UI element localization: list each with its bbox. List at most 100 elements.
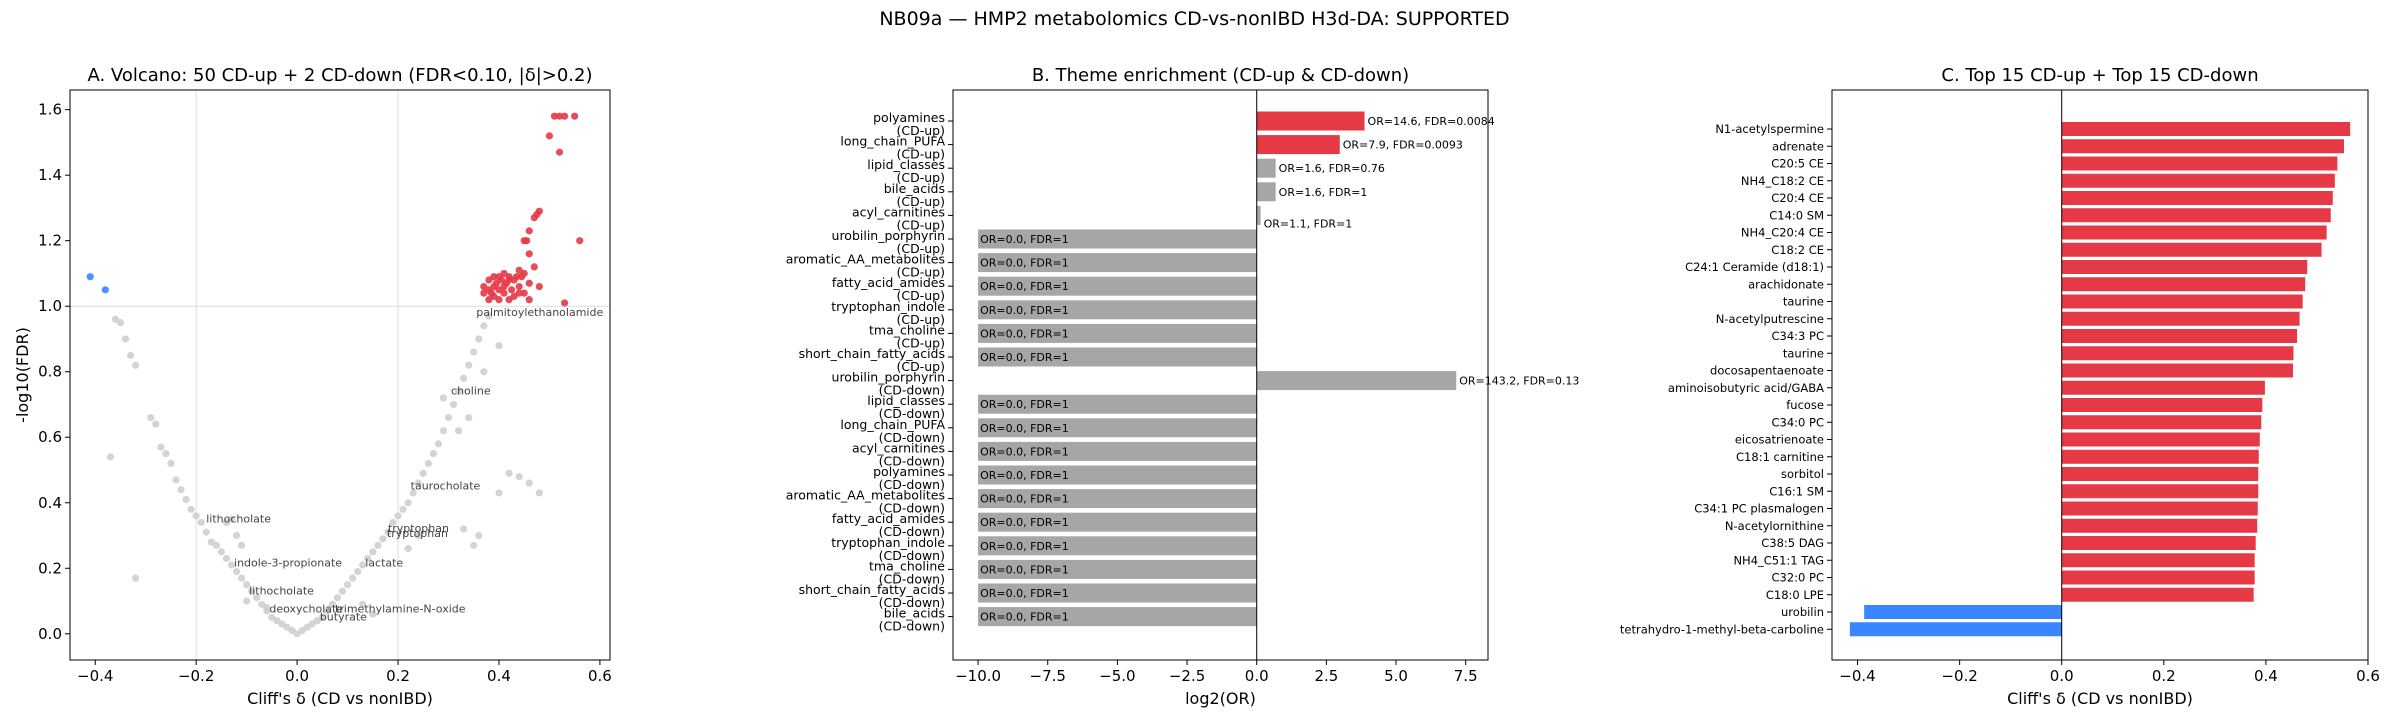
- x-axis-label: log2(OR): [1185, 689, 1256, 708]
- x-tick-label: 5.0: [1384, 667, 1408, 685]
- bar-label: OR=0.0, FDR=1: [980, 587, 1069, 600]
- metabolite-bar: [2061, 156, 2338, 171]
- panel-a-volcano: palmitoylethanolamide choline taurocholate…: [13, 65, 612, 708]
- volcano-point-up: [507, 286, 516, 294]
- volcano-point-ns: [248, 587, 256, 595]
- metabolite-label: C32:0 PC: [1772, 571, 1824, 585]
- volcano-point-ns: [106, 453, 114, 461]
- volcano-annotation: tryptophan: [387, 527, 448, 540]
- volcano-point-ns: [389, 518, 397, 527]
- y-tick-label: 0.2: [38, 559, 62, 577]
- volcano-point-ns: [419, 469, 427, 477]
- volcano-point-ns: [222, 554, 231, 563]
- bar-label: OR=0.0, FDR=1: [980, 351, 1069, 364]
- volcano-point-ns: [475, 335, 483, 343]
- metabolite-label: docosapentaenoate: [1710, 364, 1824, 378]
- metabolite-label: fucose: [1786, 398, 1824, 412]
- category-label: urobilin_porphyrin: [832, 370, 945, 385]
- volcano-point-ns: [222, 518, 231, 527]
- enrichment-bar: [978, 394, 1257, 414]
- volcano-point-ns: [374, 541, 382, 549]
- volcano-point-ns: [444, 413, 453, 422]
- category-label-group: (CD-up): [897, 335, 945, 350]
- volcano-point-ns: [364, 554, 372, 563]
- metabolite-bar: [2061, 242, 2322, 257]
- bar-label: OR=0.0, FDR=1: [980, 540, 1069, 553]
- category-label: polyamines: [873, 464, 945, 479]
- category-label-group: (CD-down): [879, 406, 945, 421]
- category-label-group: (CD-up): [897, 265, 945, 280]
- metabolite-label: NH4_C20:4 CE: [1741, 226, 1824, 240]
- category-label: urobilin_porphyrin: [832, 228, 945, 243]
- category-label-group: (CD-up): [897, 241, 945, 256]
- volcano-point-ns: [525, 479, 533, 487]
- volcano-point-up: [535, 207, 543, 215]
- volcano-point-ns: [217, 548, 226, 556]
- metabolite-label: N1-acetylspermine: [1715, 122, 1824, 136]
- bar-label: OR=1.1, FDR=1: [1264, 217, 1353, 230]
- volcano-point-ns: [454, 387, 463, 395]
- volcano-point-ns: [465, 361, 473, 369]
- enrichment-bar: [978, 347, 1257, 367]
- volcano-point-ns: [328, 600, 337, 608]
- category-label: tma_choline: [869, 558, 945, 573]
- volcano-point-ns: [318, 613, 326, 622]
- metabolite-label: C14:0 SM: [1769, 208, 1824, 222]
- x-tick-label: −7.5: [1030, 667, 1066, 685]
- volcano-point-ns: [197, 518, 205, 527]
- enrichment-bar: [978, 300, 1257, 320]
- category-label: tma_choline: [869, 322, 945, 337]
- volcano-point-up: [505, 276, 513, 284]
- volcano-point-up: [525, 296, 533, 304]
- bar-label: OR=0.0, FDR=1: [980, 257, 1069, 270]
- bar-label: OR=0.0, FDR=1: [980, 516, 1069, 529]
- metabolite-label: N-acetylputrescine: [1716, 312, 1824, 326]
- volcano-point-up: [560, 112, 569, 120]
- volcano-point-ns: [424, 459, 432, 468]
- volcano-point-up: [545, 132, 554, 140]
- volcano-annotation: lithocholate: [206, 512, 271, 525]
- volcano-point-ns: [162, 450, 170, 458]
- metabolite-bar: [2061, 415, 2262, 430]
- metabolite-label: C18:2 CE: [1771, 243, 1824, 257]
- volcano-point-up: [576, 237, 584, 245]
- enrichment-bar: [978, 607, 1257, 627]
- volcano-point-ns: [495, 341, 503, 350]
- enrichment-bar: [978, 583, 1257, 603]
- y-tick-label: 0.4: [38, 494, 62, 512]
- category-label-group: (CD-up): [897, 312, 945, 327]
- volcano-annotation: palmitoylethanolamide: [476, 306, 603, 319]
- volcano-point-up: [560, 299, 569, 307]
- metabolite-bar: [2061, 432, 2260, 447]
- metabolite-label: C34:1 PC plasmalogen: [1694, 502, 1824, 516]
- volcano-point-ns: [429, 450, 437, 458]
- volcano-point-ns: [465, 413, 473, 422]
- chart-title: B. Theme enrichment (CD-up & CD-down): [1032, 65, 1409, 86]
- volcano-point-up: [513, 273, 521, 281]
- metabolite-bar: [2061, 518, 2258, 533]
- metabolite-bar: [2061, 173, 2335, 188]
- volcano-point-up: [480, 282, 488, 291]
- x-tick-label: 0.2: [2152, 667, 2176, 685]
- volcano-point-ns: [227, 561, 236, 569]
- bar-label: OR=14.6, FDR=0.0084: [1368, 115, 1495, 128]
- metabolite-bar: [2061, 536, 2256, 550]
- x-tick-label: 0.6: [2356, 667, 2380, 685]
- x-tick-label: 7.5: [1454, 667, 1478, 685]
- volcano-point-ns: [414, 531, 422, 540]
- metabolite-bar: [2061, 294, 2303, 309]
- category-label-group: (CD-down): [879, 453, 945, 468]
- volcano-point-ns: [121, 335, 130, 343]
- volcano-point-ns: [263, 603, 271, 612]
- volcano-point-ns: [343, 581, 352, 589]
- x-tick-label: 0.0: [285, 667, 309, 685]
- volcano-point-ns: [182, 495, 190, 504]
- volcano-point-down: [101, 286, 109, 294]
- volcano-point-up: [555, 112, 564, 120]
- volcano-point-ns: [439, 394, 448, 402]
- axes-frame: [952, 89, 1489, 661]
- enrichment-bar: [978, 559, 1257, 579]
- category-label: polyamines: [873, 110, 945, 125]
- volcano-point-ns: [147, 413, 155, 422]
